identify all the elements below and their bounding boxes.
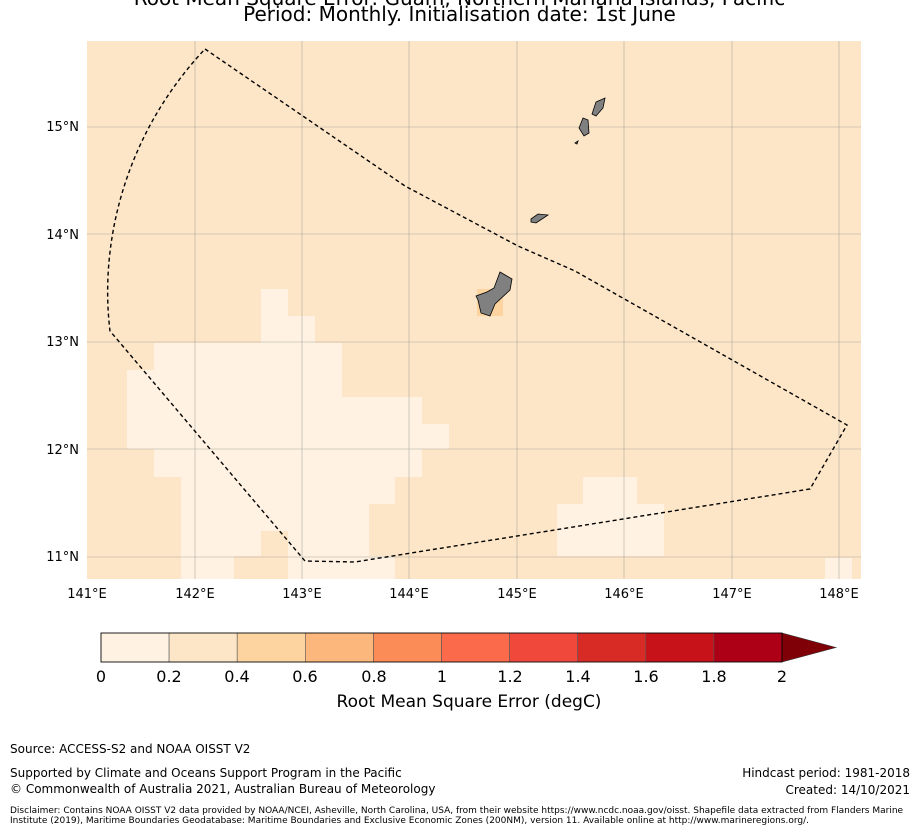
colorbar-segment bbox=[713, 632, 783, 663]
guam-island bbox=[475, 271, 513, 317]
colorbar bbox=[100, 632, 838, 663]
rota-island bbox=[530, 213, 550, 224]
colorbar-tick-label: 1.6 bbox=[633, 667, 658, 686]
aguijan-island bbox=[574, 140, 579, 145]
colorbar-tick-label: 1 bbox=[437, 667, 447, 686]
created-date-text: Created: 14/10/2021 bbox=[785, 783, 910, 797]
saipan-island bbox=[591, 97, 606, 117]
colorbar-segment bbox=[509, 632, 579, 663]
lon-tick-label: 142°E bbox=[175, 587, 215, 602]
supported-text: Supported by Climate and Oceans Support … bbox=[10, 766, 402, 780]
colorbar-tick-label: 1.8 bbox=[701, 667, 726, 686]
colorbar-segment bbox=[577, 632, 647, 663]
map-title-line1: Root Mean Square Error: Guam, Northern M… bbox=[0, 0, 919, 10]
colorbar-tick-label: 0.6 bbox=[292, 667, 317, 686]
colorbar-segment bbox=[236, 632, 306, 663]
colorbar-tick-label: 1.2 bbox=[497, 667, 522, 686]
colorbar-segment bbox=[373, 632, 442, 663]
lat-tick-label: 14°N bbox=[46, 228, 79, 243]
lon-tick-label: 147°E bbox=[712, 587, 752, 602]
lat-tick-label: 15°N bbox=[46, 120, 79, 135]
colorbar-tick-label: 2 bbox=[777, 667, 787, 686]
colorbar-tick-label: 0.8 bbox=[361, 667, 386, 686]
source-text: Source: ACCESS-S2 and NOAA OISST V2 bbox=[10, 742, 251, 756]
map-gridlines bbox=[87, 41, 861, 579]
copyright-text: © Commonwealth of Australia 2021, Austra… bbox=[10, 782, 436, 796]
lon-tick-labels: 141°E 142°E 143°E 144°E 145°E 146°E 147°… bbox=[67, 587, 859, 602]
lat-tick-labels: 15°N 14°N 13°N 12°N 11°N bbox=[46, 120, 79, 565]
colorbar-label: Root Mean Square Error (degC) bbox=[336, 692, 602, 712]
map-title-line2: Period: Monthly. Initialisation date: 1s… bbox=[243, 2, 676, 26]
rmse-map: 141°E 142°E 143°E 144°E 145°E 146°E 147°… bbox=[46, 41, 861, 686]
colorbar-extend-arrow bbox=[781, 632, 838, 663]
lat-tick-label: 12°N bbox=[46, 443, 79, 458]
lon-tick-label: 148°E bbox=[819, 587, 859, 602]
lon-tick-label: 144°E bbox=[389, 587, 429, 602]
colorbar-tick-labels: 0 0.2 0.4 0.6 0.8 1 1.2 1.4 1.6 1.8 2 bbox=[96, 667, 787, 686]
colorbar-segment bbox=[304, 632, 374, 663]
colorbar-tick-label: 0.2 bbox=[156, 667, 181, 686]
lon-tick-label: 141°E bbox=[67, 587, 107, 602]
colorbar-tick-label: 0.4 bbox=[224, 667, 249, 686]
disclaimer-text: Disclaimer: Contains NOAA OISST V2 data … bbox=[10, 806, 904, 826]
lat-tick-label: 11°N bbox=[46, 550, 79, 565]
colorbar-tick-label: 0 bbox=[96, 667, 106, 686]
lon-tick-label: 146°E bbox=[604, 587, 644, 602]
colorbar-segment bbox=[441, 632, 510, 663]
lat-tick-label: 13°N bbox=[46, 335, 79, 350]
colorbar-segment bbox=[645, 632, 715, 663]
colorbar-segment bbox=[100, 632, 170, 663]
tinian-island bbox=[578, 117, 590, 137]
lon-tick-label: 145°E bbox=[497, 587, 537, 602]
colorbar-segment bbox=[168, 632, 238, 663]
lon-tick-label: 143°E bbox=[282, 587, 322, 602]
colorbar-tick-label: 1.4 bbox=[565, 667, 590, 686]
hindcast-period-text: Hindcast period: 1981-2018 bbox=[742, 766, 910, 780]
eez-boundary bbox=[106, 48, 848, 563]
colorbar-frame bbox=[100, 632, 783, 663]
low-error-region bbox=[127, 289, 852, 579]
islands bbox=[475, 97, 606, 317]
